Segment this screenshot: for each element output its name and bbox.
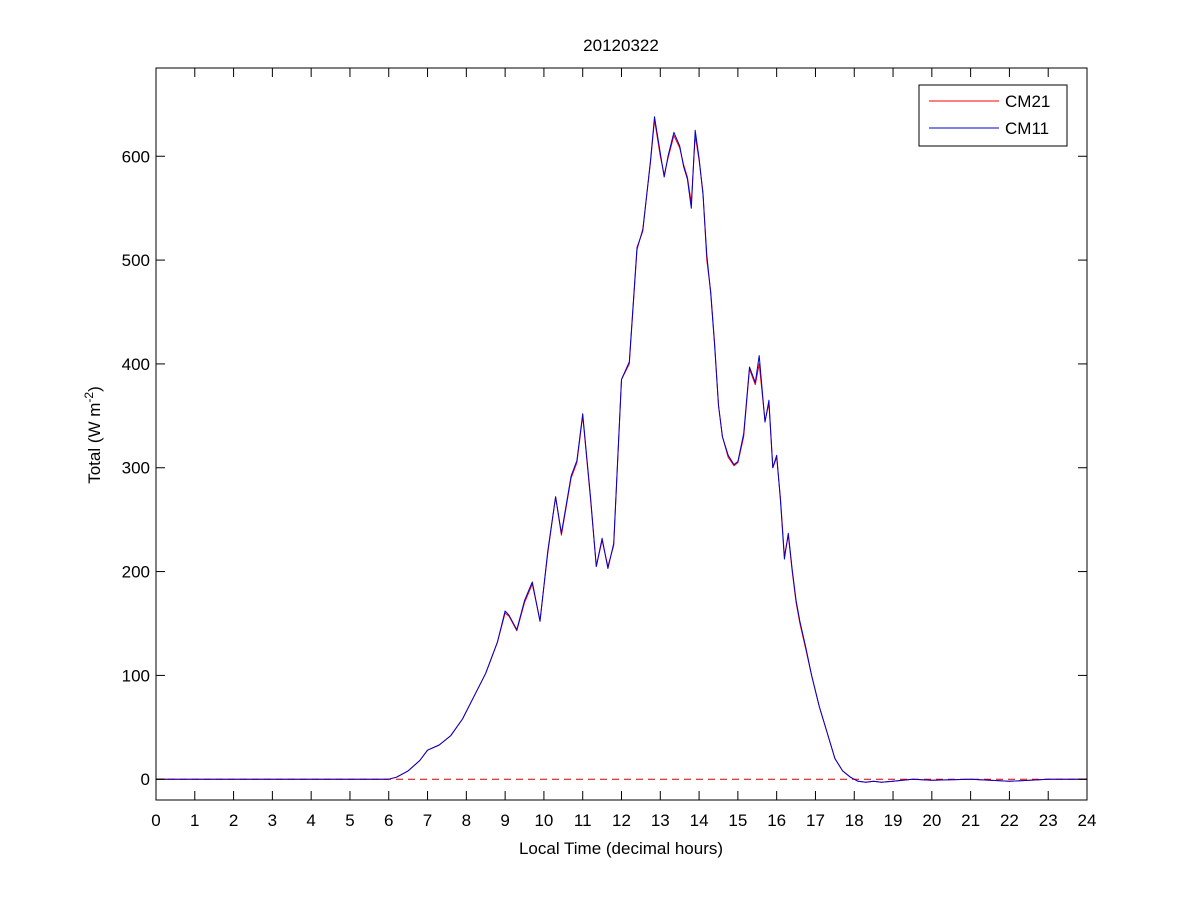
- x-tick-label: 4: [306, 811, 315, 830]
- y-tick-label: 200: [122, 563, 150, 582]
- plot-background: [156, 68, 1087, 800]
- x-tick-label: 14: [690, 811, 709, 830]
- chart-title: 20120322: [583, 36, 659, 55]
- series-line-cm11: [156, 116, 1087, 783]
- x-tick-label: 2: [229, 811, 238, 830]
- y-tick-label: 0: [141, 770, 150, 789]
- y-tick-label: 300: [122, 459, 150, 478]
- x-axis-label: Local Time (decimal hours): [519, 839, 723, 858]
- x-tick-label: 5: [345, 811, 354, 830]
- y-tick-label: 500: [122, 251, 150, 270]
- series-layer: [156, 116, 1087, 783]
- legend-label-cm11: CM11: [1005, 119, 1049, 138]
- x-tick-label: 3: [268, 811, 277, 830]
- x-tick-label: 20: [922, 811, 941, 830]
- x-tick-label: 19: [884, 811, 903, 830]
- y-tick-label: 400: [122, 355, 150, 374]
- x-tick-label: 0: [151, 811, 160, 830]
- x-tick-label: 18: [845, 811, 864, 830]
- x-tick-label: 10: [534, 811, 553, 830]
- x-tick-label: 8: [462, 811, 471, 830]
- x-tick-label: 9: [500, 811, 509, 830]
- y-axis-label-close: ): [85, 386, 104, 392]
- legend-label-cm21: CM21: [1005, 92, 1050, 111]
- axes-layer: 0 1 2 3 4 5 6 7 8 9 10 11 12 13 14 15 16 17 18 19 20 21 22 23 24…: [122, 67, 1097, 830]
- y-axis-label-main: Total (W m: [85, 403, 104, 484]
- x-tick-label: 23: [1039, 811, 1058, 830]
- x-tick-label: 21: [961, 811, 980, 830]
- x-tick-label: 16: [767, 811, 786, 830]
- x-tick-label: 15: [728, 811, 747, 830]
- x-tick-label: 12: [612, 811, 631, 830]
- x-tick-label: 24: [1078, 811, 1097, 830]
- x-tick-label: 6: [384, 811, 393, 830]
- legend: CM21 CM11: [918, 84, 1068, 147]
- legend-box: [918, 84, 1068, 147]
- y-tick-label: 600: [122, 147, 150, 166]
- x-tick-label: 17: [806, 811, 825, 830]
- y-tick-label: 100: [122, 666, 150, 685]
- x-tick-label: 11: [574, 811, 592, 830]
- y-axis-label-superscript: -2: [82, 392, 96, 403]
- x-tick-label: 22: [1000, 811, 1019, 830]
- x-tick-label: 13: [651, 811, 670, 830]
- x-tick-label: 1: [190, 811, 199, 830]
- plot-area: [156, 68, 1087, 800]
- y-axis-label: Total (W m-2): [82, 386, 104, 484]
- x-tick-label: 7: [423, 811, 432, 830]
